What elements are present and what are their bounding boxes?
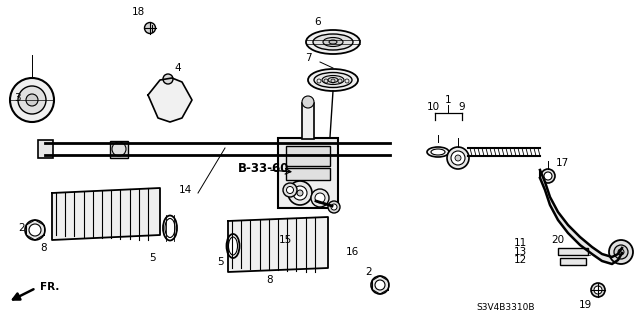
Text: 13: 13 xyxy=(513,247,527,257)
Ellipse shape xyxy=(328,78,338,83)
Ellipse shape xyxy=(314,72,352,87)
Circle shape xyxy=(375,280,385,290)
Circle shape xyxy=(145,23,156,33)
Text: FR.: FR. xyxy=(40,282,60,292)
Text: 2: 2 xyxy=(365,267,372,277)
Text: 9: 9 xyxy=(459,102,465,112)
Circle shape xyxy=(541,169,555,183)
Circle shape xyxy=(451,151,465,165)
Circle shape xyxy=(112,142,126,156)
Circle shape xyxy=(25,220,45,240)
Circle shape xyxy=(331,204,337,210)
Ellipse shape xyxy=(306,30,360,54)
Ellipse shape xyxy=(313,34,353,50)
Text: 16: 16 xyxy=(346,247,358,257)
Circle shape xyxy=(283,183,297,197)
Ellipse shape xyxy=(308,69,358,91)
Text: 17: 17 xyxy=(556,158,568,168)
Polygon shape xyxy=(228,217,328,272)
Circle shape xyxy=(591,283,605,297)
Bar xyxy=(38,140,53,158)
Circle shape xyxy=(10,78,54,122)
Text: 8: 8 xyxy=(267,275,273,285)
Circle shape xyxy=(163,74,173,84)
Text: 11: 11 xyxy=(513,238,527,248)
Text: 5: 5 xyxy=(148,253,156,263)
Circle shape xyxy=(315,193,325,203)
Text: S3V4B3310B: S3V4B3310B xyxy=(476,303,534,313)
Text: 12: 12 xyxy=(513,255,527,265)
Ellipse shape xyxy=(163,216,177,241)
Ellipse shape xyxy=(323,38,343,47)
Bar xyxy=(286,168,330,180)
Polygon shape xyxy=(148,78,192,122)
Bar xyxy=(286,146,330,166)
Circle shape xyxy=(293,186,307,200)
Text: 4: 4 xyxy=(175,63,181,73)
Text: 3: 3 xyxy=(13,93,20,103)
Ellipse shape xyxy=(228,237,237,255)
Ellipse shape xyxy=(322,76,344,85)
Circle shape xyxy=(287,187,294,194)
Ellipse shape xyxy=(329,40,337,44)
Bar xyxy=(558,248,588,255)
Circle shape xyxy=(328,201,340,213)
Text: 2: 2 xyxy=(19,223,26,233)
Circle shape xyxy=(609,240,633,264)
Text: 1: 1 xyxy=(445,95,451,105)
Circle shape xyxy=(614,245,628,259)
Polygon shape xyxy=(52,188,160,240)
Circle shape xyxy=(447,147,469,169)
Polygon shape xyxy=(540,170,622,264)
Ellipse shape xyxy=(427,147,449,157)
Circle shape xyxy=(371,276,389,294)
Bar xyxy=(302,103,314,139)
Bar xyxy=(110,141,128,158)
Circle shape xyxy=(18,86,46,114)
Ellipse shape xyxy=(165,219,175,238)
Circle shape xyxy=(618,249,624,255)
Text: 19: 19 xyxy=(579,300,591,310)
Circle shape xyxy=(26,94,38,106)
Text: 7: 7 xyxy=(305,53,311,63)
Text: 8: 8 xyxy=(41,243,47,253)
Text: B-33-60: B-33-60 xyxy=(238,161,289,174)
Circle shape xyxy=(544,172,552,180)
Text: 10: 10 xyxy=(426,102,440,112)
Bar xyxy=(560,258,586,265)
Bar xyxy=(278,138,338,208)
Circle shape xyxy=(311,189,329,207)
Text: 20: 20 xyxy=(552,235,564,245)
Circle shape xyxy=(29,224,41,236)
Text: 6: 6 xyxy=(315,17,321,27)
Circle shape xyxy=(288,181,312,205)
Circle shape xyxy=(297,190,303,196)
Circle shape xyxy=(594,286,602,294)
Text: 14: 14 xyxy=(179,185,191,195)
Ellipse shape xyxy=(227,234,239,258)
Circle shape xyxy=(302,96,314,108)
Ellipse shape xyxy=(431,149,445,155)
Circle shape xyxy=(455,155,461,161)
Text: 18: 18 xyxy=(131,7,145,17)
Text: 5: 5 xyxy=(217,257,223,267)
Text: 15: 15 xyxy=(278,235,292,245)
